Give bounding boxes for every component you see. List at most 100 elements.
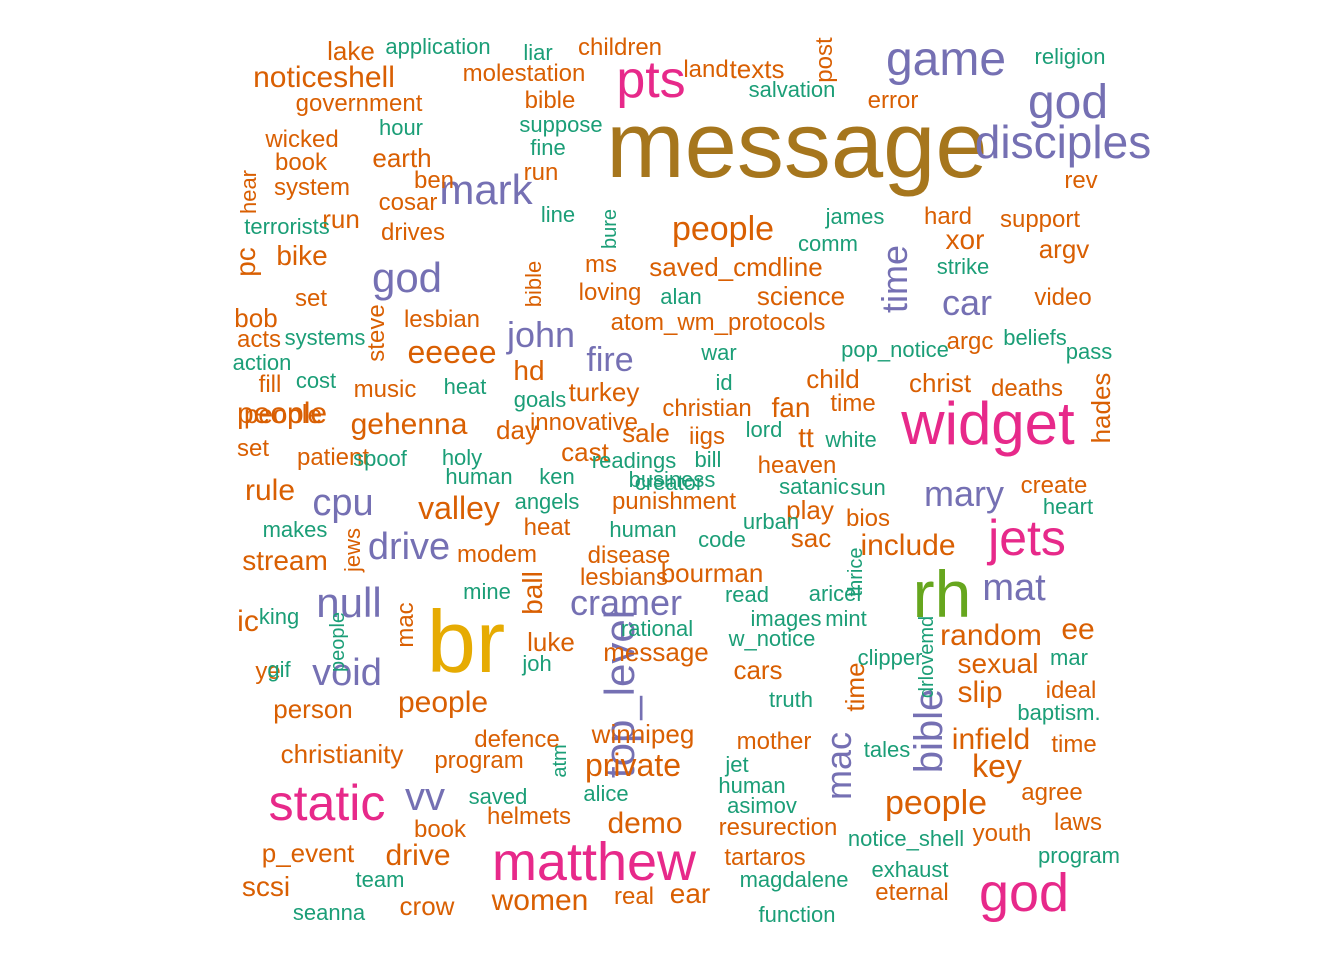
word-patient: patient: [296, 444, 370, 471]
word-cost: cost: [295, 368, 337, 393]
word-sac: sac: [790, 523, 832, 553]
word-book: book: [274, 149, 328, 176]
word-ideal: ideal: [1045, 677, 1097, 704]
word-mother: mother: [736, 728, 812, 755]
word-people: people: [327, 611, 349, 673]
word-time: time: [830, 390, 876, 417]
word-comm: comm: [798, 231, 858, 256]
word-holy: holy: [441, 445, 483, 470]
word-deaths: deaths: [990, 375, 1064, 402]
word-system: system: [273, 174, 351, 201]
word-defence: defence: [474, 726, 560, 753]
word-xor: xor: [945, 224, 985, 255]
word-ben: ben: [413, 167, 455, 194]
word-lord: lord: [745, 417, 783, 442]
word-crow: crow: [399, 891, 455, 921]
word-john: john: [506, 314, 576, 355]
word-molestation: molestation: [462, 60, 586, 87]
word-loving: loving: [578, 279, 642, 306]
word-alice: alice: [583, 781, 629, 806]
word-cosar: cosar: [378, 189, 438, 216]
word-salvation: salvation: [748, 77, 836, 102]
word-rev: rev: [1064, 167, 1098, 194]
word-business: business: [628, 467, 716, 492]
word-argv: argv: [1038, 234, 1090, 264]
word-br: br: [426, 592, 506, 691]
word-agree: agree: [1021, 779, 1083, 806]
word-day: day: [496, 415, 538, 445]
word-lesbians: lesbians: [579, 564, 669, 591]
word-valley: valley: [418, 490, 500, 526]
word-ic: ic: [237, 605, 259, 638]
word-set: set: [236, 435, 270, 462]
word-bourman: bourman: [660, 558, 764, 588]
word-line: line: [540, 202, 576, 227]
word-suppose: suppose: [519, 112, 603, 137]
word-bible: bible: [907, 688, 951, 774]
word-fill: fill: [258, 371, 282, 398]
word-hd: hd: [513, 355, 545, 386]
word-luke: luke: [527, 627, 575, 657]
word-james: james: [825, 204, 885, 229]
word-christ: christ: [908, 368, 972, 398]
word-application: application: [385, 34, 491, 59]
word-ear: ear: [669, 878, 711, 909]
word-p-event: p_event: [261, 838, 355, 868]
word-modem: modem: [456, 541, 538, 568]
word-alan: alan: [660, 284, 702, 309]
word-random: random: [940, 619, 1042, 652]
word-read: read: [724, 582, 770, 607]
word-rh: rh: [912, 557, 972, 631]
word-innovative: innovative: [529, 409, 639, 436]
word-readings: readings: [591, 448, 677, 473]
word-eeeee: eeeee: [407, 334, 497, 370]
word-bill: bill: [694, 447, 722, 472]
word-christian: christian: [662, 395, 752, 422]
word-music: music: [353, 376, 417, 403]
word-child: child: [806, 364, 860, 394]
word-cramer: cramer: [569, 582, 683, 623]
word-god: god: [1027, 76, 1109, 129]
word-heat: heat: [523, 514, 571, 541]
word-function: function: [758, 902, 836, 927]
word-null: null: [316, 579, 382, 626]
word-run: run: [322, 204, 360, 234]
word-cars: cars: [733, 655, 783, 685]
word-error: error: [867, 87, 919, 114]
word-mac: mac: [818, 731, 859, 801]
word-aricel: aricel: [808, 581, 862, 606]
word-sun: sun: [850, 475, 886, 500]
word-mat: mat: [982, 567, 1046, 609]
word-tartaros: tartaros: [724, 844, 806, 871]
word-program: program: [1038, 843, 1120, 868]
word-earth: earth: [372, 143, 432, 173]
word-exhaust: exhaust: [871, 857, 949, 882]
word-king: king: [258, 604, 300, 629]
word-joh: joh: [522, 651, 552, 676]
word-ms: ms: [585, 251, 617, 278]
word-jet: jet: [725, 752, 749, 777]
word-book: book: [413, 816, 467, 843]
word-spoof: spoof: [353, 446, 407, 471]
word-women: women: [491, 884, 589, 917]
word-play: play: [786, 495, 834, 525]
word-argc: argc: [946, 328, 994, 355]
word-vv: vv: [405, 775, 445, 819]
word-noticeshell: noticeshell: [253, 61, 395, 94]
word-drive: drive: [367, 526, 451, 568]
word-ee: ee: [1061, 613, 1095, 646]
word-baptism: baptism.: [1017, 700, 1101, 725]
word-people: people: [397, 686, 489, 719]
word-acts: acts: [236, 326, 282, 353]
word-mark: mark: [439, 166, 533, 213]
word-helmets: helmets: [486, 803, 572, 830]
word-human: human: [718, 773, 786, 798]
word-terrorists: terrorists: [244, 214, 330, 239]
word-fine: fine: [530, 135, 566, 160]
word-pc: pc: [230, 247, 261, 277]
word-action: action: [232, 350, 292, 375]
word-resurection: resurection: [718, 814, 838, 841]
word-angels: angels: [514, 489, 580, 514]
word-people: people: [243, 399, 323, 429]
word-post: post: [811, 37, 838, 83]
